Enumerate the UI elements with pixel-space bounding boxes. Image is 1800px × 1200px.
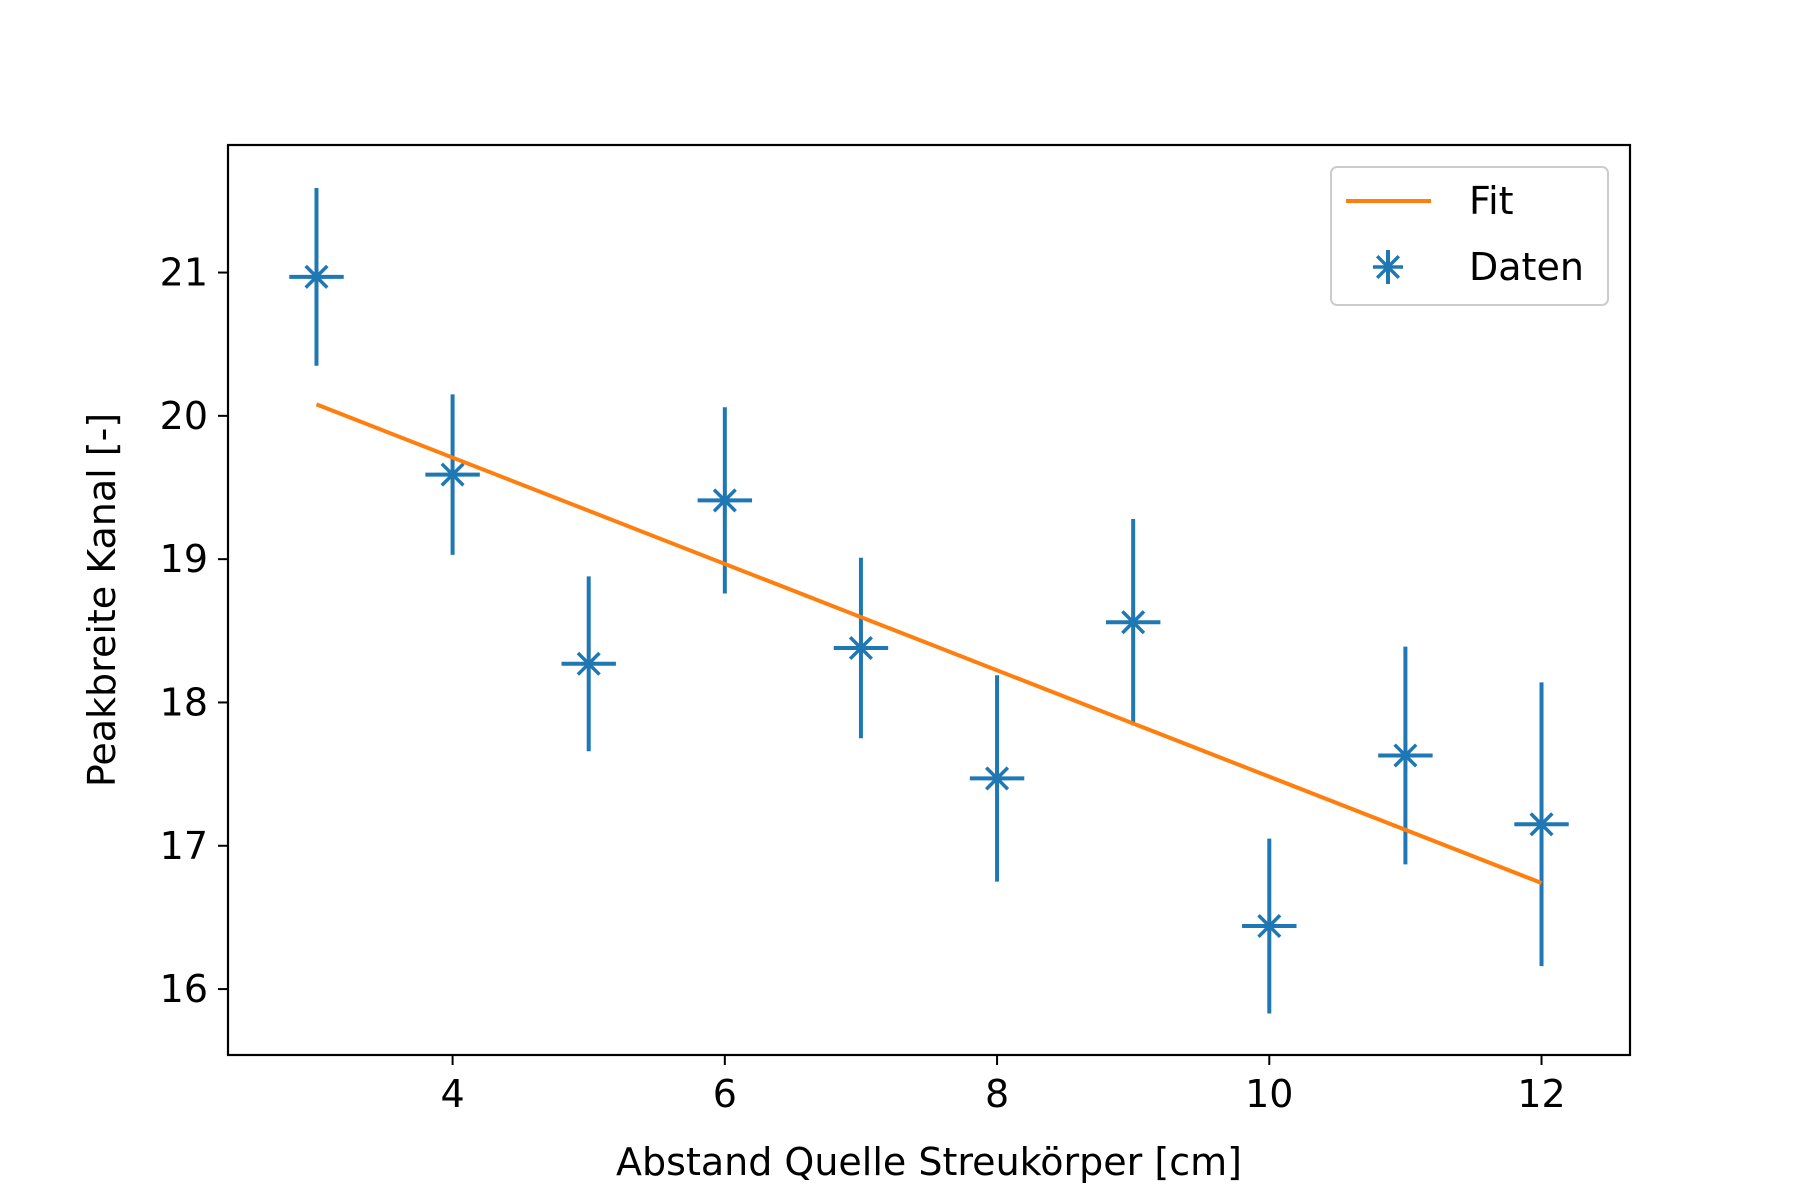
x-tick-label: 4 [440, 1072, 464, 1116]
x-axis-label: Abstand Quelle Streukörper [cm] [616, 1140, 1242, 1184]
data-point-marker [982, 763, 1013, 794]
marker-stroke [1257, 913, 1282, 939]
legend-label: Daten [1469, 245, 1584, 289]
x-tick-label: 8 [985, 1072, 1009, 1116]
x-tick-label: 6 [713, 1072, 737, 1116]
legend: Fit Daten [1330, 166, 1609, 306]
data-point-marker [709, 485, 740, 516]
series-layer [289, 187, 1569, 1014]
marker-stroke [576, 651, 601, 676]
x-tick-label: 12 [1517, 1072, 1565, 1116]
y-tick-label: 19 [160, 537, 208, 581]
data-point-marker [1254, 911, 1285, 942]
marker-stroke [712, 488, 737, 513]
y-tick-label: 21 [160, 251, 208, 295]
marker-stroke [985, 766, 1010, 791]
marker-stroke [1393, 743, 1418, 768]
data-point-marker [1118, 607, 1149, 638]
legend-label: Fit [1469, 179, 1514, 223]
data-point-marker [573, 648, 604, 679]
data-point-marker [1526, 809, 1557, 840]
y-axis-label: Peakbreite Kanal [-] [80, 413, 124, 787]
y-tick-label: 18 [160, 680, 208, 724]
legend-entry: Daten [1373, 245, 1584, 289]
data-point-marker [301, 261, 332, 292]
marker-stroke [1121, 610, 1146, 635]
marker-stroke [848, 635, 873, 661]
fit-line [315, 402, 1543, 885]
axes-frame [226, 143, 1632, 1057]
data-point-marker [1373, 252, 1403, 282]
marker-stroke [1529, 812, 1554, 837]
marker-stroke [1375, 254, 1401, 280]
data-point-marker [437, 459, 468, 490]
y-axis-ticks: 16 17 18 19 20 21 [160, 251, 228, 1011]
data-point-marker [845, 633, 876, 664]
y-tick-label: 17 [160, 824, 208, 868]
x-tick-label: 10 [1245, 1072, 1293, 1116]
y-tick-label: 16 [160, 967, 208, 1011]
marker-stroke [304, 264, 329, 289]
y-tick-label: 20 [160, 394, 208, 438]
data-point-marker [1390, 740, 1421, 771]
x-axis-ticks: 4 6 8 10 12 [440, 1055, 1566, 1116]
marker-stroke [440, 462, 465, 487]
legend-entry: Fit [1346, 179, 1514, 223]
